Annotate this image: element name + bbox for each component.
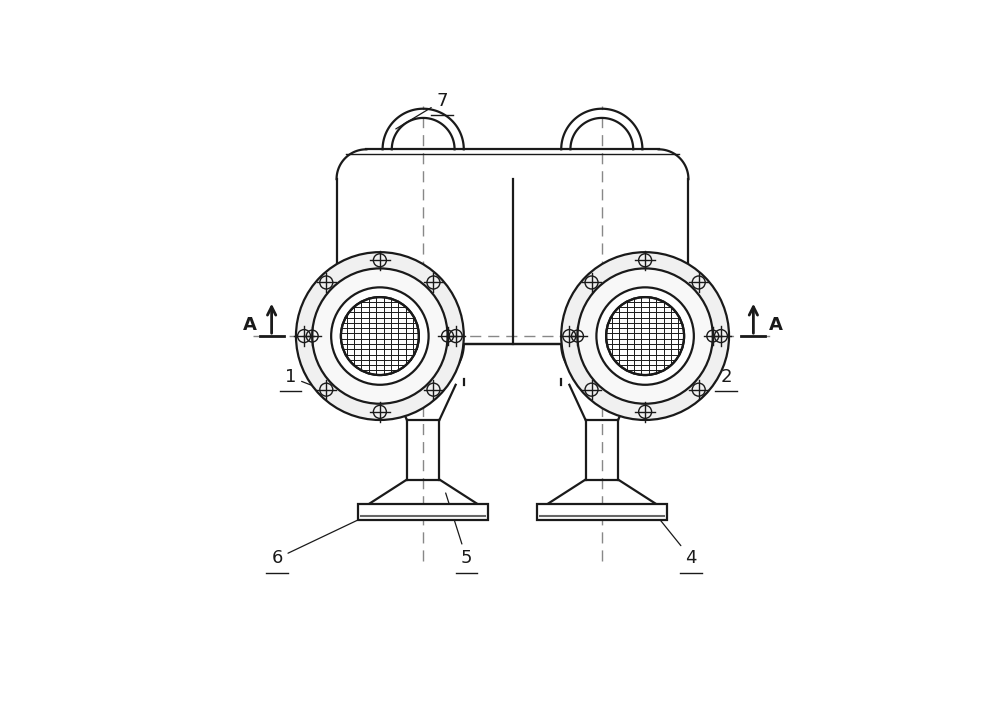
Circle shape: [331, 288, 429, 385]
Circle shape: [561, 252, 729, 420]
Circle shape: [312, 269, 448, 404]
Text: 4: 4: [658, 517, 697, 567]
Circle shape: [596, 288, 694, 385]
Circle shape: [341, 297, 419, 375]
Text: A: A: [769, 316, 782, 334]
Text: 1: 1: [285, 368, 329, 392]
Text: 5: 5: [446, 493, 472, 567]
Circle shape: [296, 252, 464, 420]
Text: 6: 6: [271, 516, 367, 567]
Text: A: A: [243, 316, 256, 334]
Bar: [358, 504, 488, 520]
Bar: [537, 504, 667, 520]
Circle shape: [577, 269, 713, 404]
Circle shape: [606, 297, 684, 375]
Text: 7: 7: [396, 92, 448, 129]
Text: 2: 2: [696, 368, 732, 392]
